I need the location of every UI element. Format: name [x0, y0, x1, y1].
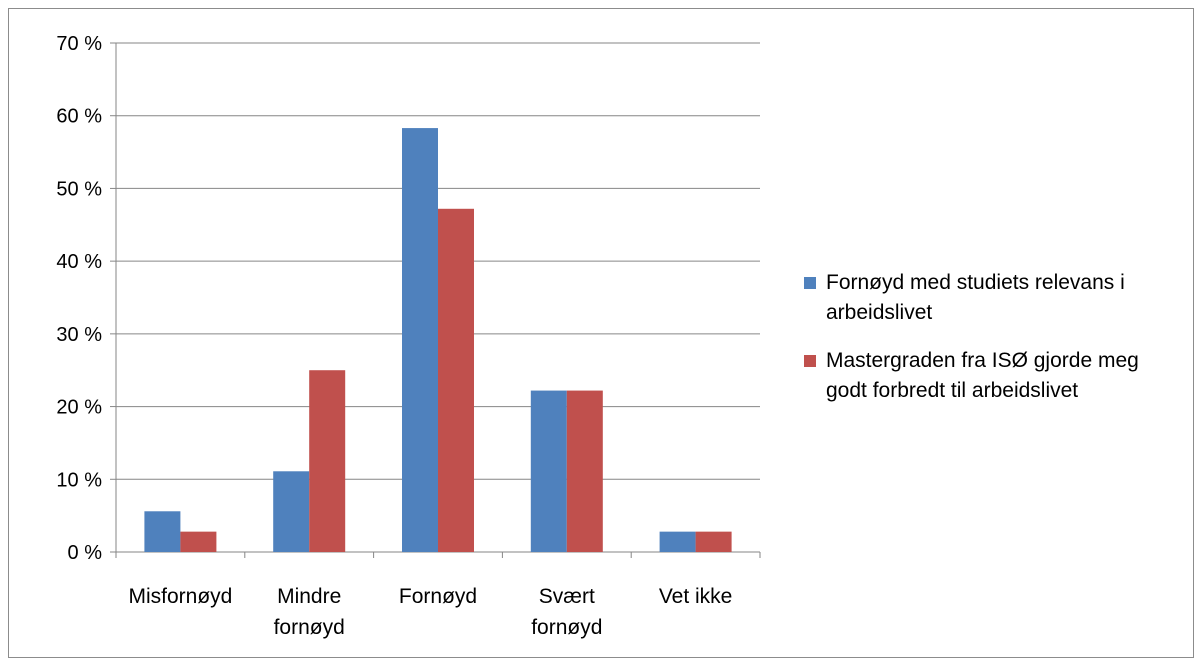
bar: [659, 531, 696, 552]
y-tick-label: 50 %: [56, 178, 102, 200]
x-tick-label: Svært: [539, 585, 595, 608]
legend-label: arbeidslivet: [826, 301, 932, 324]
x-tick-label: Vet ikke: [659, 585, 733, 608]
x-tick-label: Fornøyd: [399, 585, 477, 608]
bar: [144, 511, 181, 552]
x-tick-label: Mindre: [277, 585, 341, 608]
legend-label: Mastergraden fra ISØ gjorde meg: [826, 349, 1139, 372]
x-tick-label: Misfornøyd: [128, 585, 232, 608]
y-tick-label: 20 %: [56, 397, 102, 419]
legend-label: Fornøyd med studiets relevans i: [826, 271, 1125, 294]
y-tick-label: 30 %: [56, 324, 102, 346]
y-tick-label: 70 %: [56, 33, 102, 55]
legend-swatch: [804, 277, 816, 289]
y-tick-label: 40 %: [56, 251, 102, 273]
bar: [695, 531, 732, 552]
bar: [402, 128, 438, 552]
bar: [180, 531, 217, 552]
bar: [438, 208, 474, 552]
legend-label: godt forbredt til arbeidslivet: [826, 379, 1078, 402]
bar: [566, 390, 603, 552]
y-tick-label: 10 %: [56, 469, 102, 491]
bar: [530, 390, 567, 552]
y-tick-label: 60 %: [56, 106, 102, 128]
y-tick-label: 0 %: [68, 542, 103, 564]
x-tick-label: fornøyd: [274, 616, 345, 639]
x-tick-label: fornøyd: [531, 616, 602, 639]
legend-swatch: [804, 355, 816, 367]
bar: [273, 471, 310, 552]
bar: [309, 370, 346, 552]
